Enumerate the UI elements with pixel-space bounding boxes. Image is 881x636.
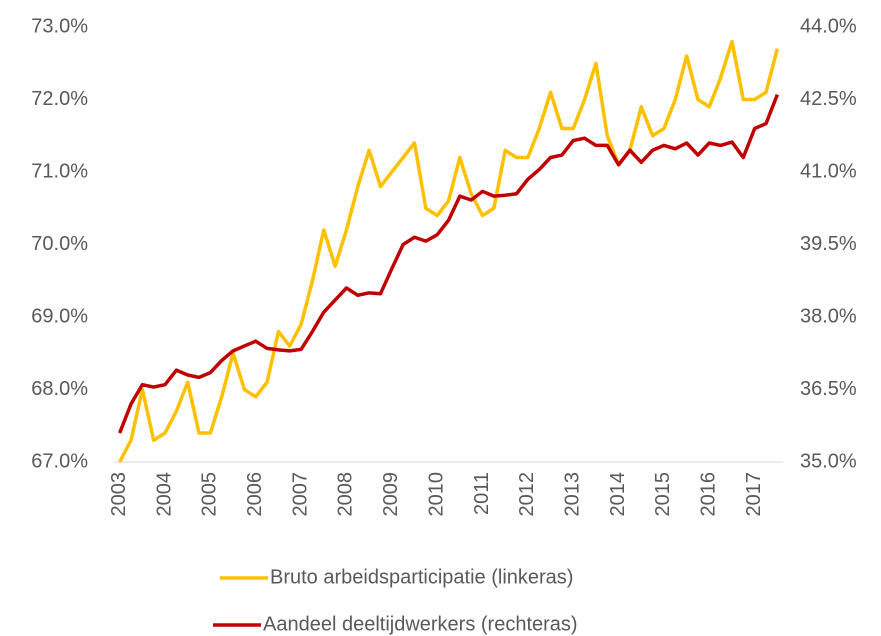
x-tick-label: 2008 xyxy=(335,472,357,517)
x-tick-label: 2006 xyxy=(244,472,266,517)
y-tick-label: 67.0% xyxy=(31,450,88,472)
y2-tick-label: 39.5% xyxy=(800,233,857,255)
x-tick-label: 2009 xyxy=(380,472,402,517)
line-series xyxy=(118,39,780,463)
line-series xyxy=(118,94,779,434)
y2-tick-label: 42.5% xyxy=(800,88,857,110)
x-tick-label: 2013 xyxy=(562,472,584,517)
x-tick-label: 2005 xyxy=(199,472,221,517)
x-tick-label: 2015 xyxy=(652,472,674,517)
x-tick-label: 2017 xyxy=(743,472,765,517)
x-tick-label: 2003 xyxy=(108,472,130,517)
x-tick-label: 2012 xyxy=(516,472,538,517)
y2-tick-label: 36.5% xyxy=(800,378,857,400)
y-tick-label: 70.0% xyxy=(31,233,88,255)
y2-tick-label: 41.0% xyxy=(800,160,857,182)
x-tick-label: 2004 xyxy=(153,472,175,517)
x-tick-label: 2011 xyxy=(471,472,493,515)
y2-tick-label: 38.0% xyxy=(800,305,857,327)
y2-tick-label: 35.0% xyxy=(800,450,857,472)
x-tick-label: 2010 xyxy=(425,472,447,517)
y-tick-label: 73.0% xyxy=(31,15,88,37)
x-tick-label: 2007 xyxy=(289,472,311,517)
y2-tick-label: 44.0% xyxy=(800,15,857,37)
x-tick-label: 2014 xyxy=(607,472,629,517)
y-tick-label: 69.0% xyxy=(31,305,88,327)
y-tick-label: 72.0% xyxy=(31,88,88,110)
x-tick-label: 2016 xyxy=(698,472,720,517)
legend-label: Bruto arbeidsparticipatie (linkeras) xyxy=(270,566,573,588)
y-tick-label: 68.0% xyxy=(31,378,88,400)
y-tick-label: 71.0% xyxy=(31,160,88,182)
legend-label: Aandeel deeltijdwerkers (rechteras) xyxy=(263,613,578,635)
